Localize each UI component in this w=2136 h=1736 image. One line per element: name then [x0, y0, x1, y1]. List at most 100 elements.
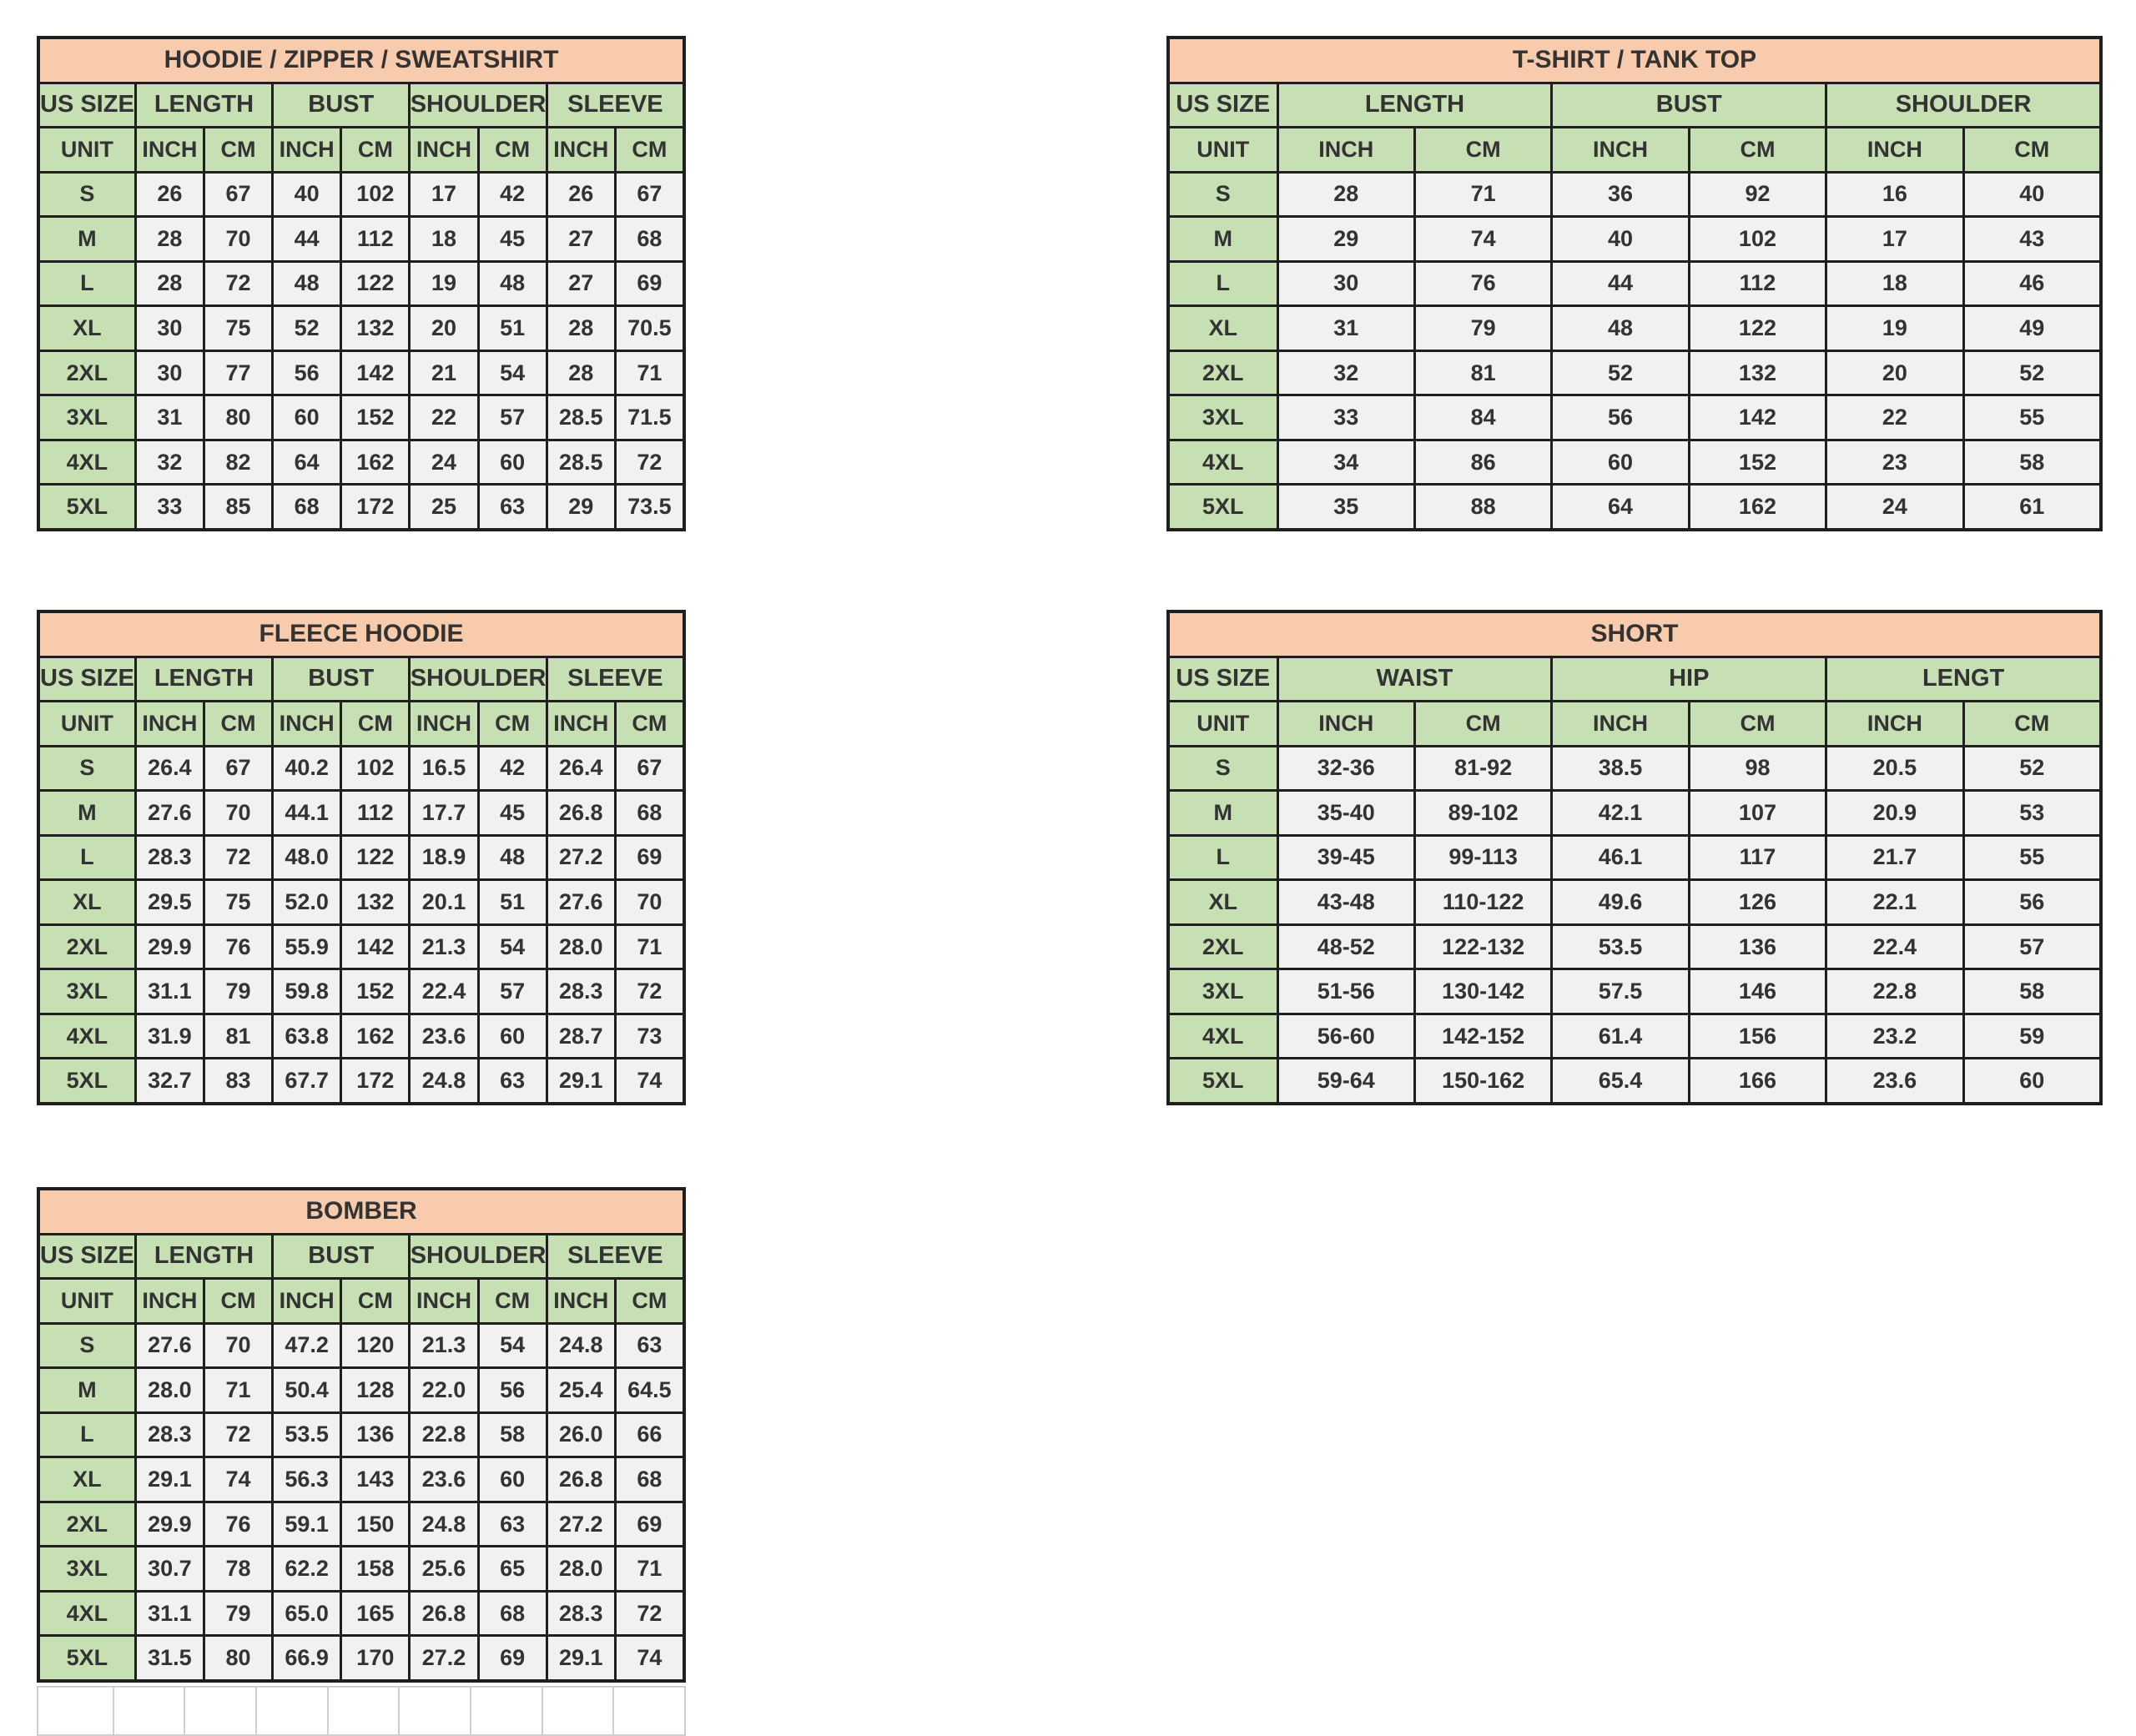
value-cell: 23.6: [411, 1014, 477, 1058]
unit-header: CM: [616, 702, 683, 745]
value-cell: 54: [479, 1324, 546, 1367]
value-cell: 30: [136, 307, 203, 350]
value-cell: 74: [616, 1637, 683, 1679]
size-cell: 5XL: [40, 1059, 134, 1102]
unit-header: INCH: [274, 702, 340, 745]
value-cell: 39-45: [1278, 836, 1413, 879]
empty-cell: [542, 1688, 613, 1734]
value-cell: 29.1: [547, 1059, 614, 1102]
value-cell: 117: [1690, 836, 1826, 879]
unit-header: INCH: [136, 702, 203, 745]
value-cell: 59-64: [1278, 1059, 1413, 1102]
size-cell: 2XL: [1170, 351, 1277, 395]
table-title: FLEECE HOODIE: [40, 613, 683, 656]
value-cell: 48: [479, 836, 546, 879]
value-cell: 142: [1690, 396, 1826, 439]
value-cell: 132: [342, 307, 409, 350]
value-cell: 56-60: [1278, 1014, 1413, 1058]
value-cell: 28.3: [136, 1413, 203, 1457]
value-cell: 67: [616, 173, 683, 216]
size-cell: M: [1170, 792, 1277, 834]
value-cell: 22.0: [411, 1369, 477, 1411]
value-cell: 49.6: [1553, 881, 1688, 923]
value-cell: 26.8: [547, 1458, 614, 1501]
value-cell: 48: [274, 262, 340, 305]
value-cell: 28.0: [136, 1369, 203, 1411]
value-cell: 28.3: [547, 1592, 614, 1635]
value-cell: 69: [616, 262, 683, 305]
value-cell: 73.5: [616, 486, 683, 528]
value-cell: 136: [342, 1413, 409, 1457]
table-title: T-SHIRT / TANK TOP: [1170, 39, 2099, 82]
value-cell: 29: [547, 486, 614, 528]
size-table-fleece-hoodie: FLEECE HOODIE US SIZE LENGTH BUST SHOULDER SL…: [37, 610, 686, 1105]
value-cell: 102: [1690, 218, 1826, 260]
value-cell: 27.6: [136, 1324, 203, 1367]
group-header-shoulder: SHOULDER: [411, 83, 546, 127]
value-cell: 71: [616, 351, 683, 395]
value-cell: 57.5: [1553, 970, 1688, 1013]
value-cell: 72: [204, 262, 272, 305]
value-cell: 25.6: [411, 1547, 477, 1590]
value-cell: 22.4: [1827, 925, 1962, 969]
value-cell: 58: [1964, 440, 2099, 484]
value-cell: 35: [1278, 486, 1413, 528]
value-cell: 24.8: [411, 1059, 477, 1102]
value-cell: 40: [1553, 218, 1688, 260]
value-cell: 166: [1690, 1059, 1826, 1102]
unit-header: CM: [1964, 702, 2099, 745]
value-cell: 30: [1278, 262, 1413, 305]
value-cell: 17.7: [411, 792, 477, 834]
value-cell: 54: [479, 351, 546, 395]
value-cell: 22.8: [411, 1413, 477, 1457]
value-cell: 102: [342, 747, 409, 790]
value-cell: 51: [479, 881, 546, 923]
unit-header: INCH: [1553, 702, 1688, 745]
unit-header: INCH: [274, 1280, 340, 1322]
size-cell: 5XL: [40, 486, 134, 528]
empty-spreadsheet-row: [37, 1686, 686, 1736]
value-cell: 18: [411, 218, 477, 260]
value-cell: 57: [1964, 925, 2099, 969]
unit-header: CM: [479, 128, 546, 171]
size-column-header: US SIZE: [40, 1235, 134, 1278]
value-cell: 29.9: [136, 1502, 203, 1546]
value-cell: 65.4: [1553, 1059, 1688, 1102]
unit-header: CM: [479, 702, 546, 745]
value-cell: 40: [274, 173, 340, 216]
value-cell: 142: [342, 351, 409, 395]
value-cell: 74: [204, 1458, 272, 1501]
value-cell: 26.0: [547, 1413, 614, 1457]
value-cell: 122: [1690, 307, 1826, 350]
value-cell: 71: [616, 1547, 683, 1590]
value-cell: 122: [342, 836, 409, 879]
value-cell: 150-162: [1415, 1059, 1551, 1102]
group-header-bust: BUST: [274, 83, 409, 127]
value-cell: 60: [479, 1014, 546, 1058]
value-cell: 27.2: [547, 1502, 614, 1546]
value-cell: 172: [342, 486, 409, 528]
unit-header: CM: [204, 128, 272, 171]
size-cell: S: [1170, 747, 1277, 790]
value-cell: 143: [342, 1458, 409, 1501]
unit-header: INCH: [547, 128, 614, 171]
value-cell: 42: [479, 747, 546, 790]
value-cell: 51-56: [1278, 970, 1413, 1013]
value-cell: 63: [479, 1502, 546, 1546]
value-cell: 75: [204, 881, 272, 923]
size-cell: M: [40, 1369, 134, 1411]
value-cell: 86: [1415, 440, 1551, 484]
value-cell: 83: [204, 1059, 272, 1102]
value-cell: 70: [616, 881, 683, 923]
value-cell: 31: [1278, 307, 1413, 350]
group-header-lengt: LENGT: [1827, 657, 2099, 701]
unit-header: INCH: [547, 702, 614, 745]
size-cell: XL: [1170, 307, 1277, 350]
value-cell: 80: [204, 396, 272, 439]
value-cell: 80: [204, 1637, 272, 1679]
value-cell: 28.3: [136, 836, 203, 879]
size-cell: 3XL: [40, 970, 134, 1013]
group-header-shoulder: SHOULDER: [1827, 83, 2099, 127]
size-cell: 2XL: [40, 925, 134, 969]
value-cell: 63: [479, 486, 546, 528]
